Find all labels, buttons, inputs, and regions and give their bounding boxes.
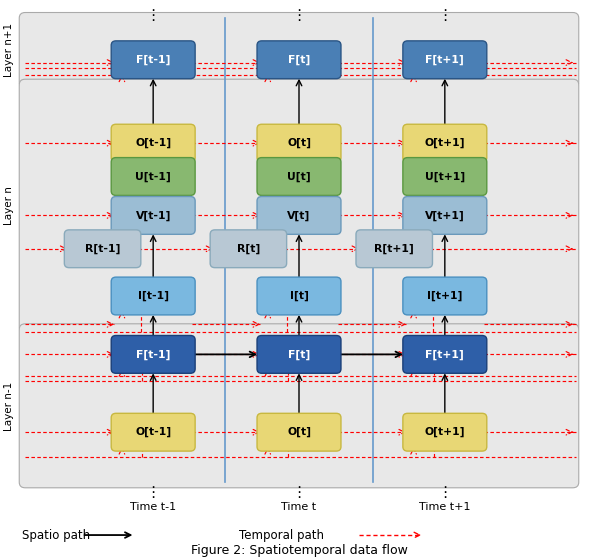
Text: O[t-1]: O[t-1] xyxy=(135,427,171,437)
FancyBboxPatch shape xyxy=(19,324,579,488)
Text: V[t]: V[t] xyxy=(288,210,310,221)
Text: ⋮: ⋮ xyxy=(291,8,307,23)
Text: U[t]: U[t] xyxy=(287,171,311,181)
Text: Temporal path: Temporal path xyxy=(239,529,325,542)
Text: ⋮: ⋮ xyxy=(437,485,453,500)
FancyBboxPatch shape xyxy=(403,41,487,78)
Text: F[t-1]: F[t-1] xyxy=(136,55,170,65)
Text: O[t]: O[t] xyxy=(287,138,311,148)
FancyBboxPatch shape xyxy=(19,12,579,87)
Text: Layer n-1: Layer n-1 xyxy=(4,381,14,431)
Text: R[t]: R[t] xyxy=(237,244,260,254)
Text: Figure 2: Spatiotemporal data flow: Figure 2: Spatiotemporal data flow xyxy=(191,544,407,557)
Text: O[t+1]: O[t+1] xyxy=(425,427,465,437)
Text: F[t]: F[t] xyxy=(288,55,310,65)
Text: Spatio path: Spatio path xyxy=(22,529,90,542)
Text: F[t]: F[t] xyxy=(288,349,310,360)
Text: I[t]: I[t] xyxy=(289,291,309,301)
Text: O[t-1]: O[t-1] xyxy=(135,138,171,148)
FancyBboxPatch shape xyxy=(111,157,195,195)
FancyBboxPatch shape xyxy=(19,79,579,332)
FancyBboxPatch shape xyxy=(403,277,487,315)
Text: V[t+1]: V[t+1] xyxy=(425,210,465,221)
Text: V[t-1]: V[t-1] xyxy=(136,210,171,221)
FancyBboxPatch shape xyxy=(403,124,487,162)
FancyBboxPatch shape xyxy=(111,335,195,374)
Text: U[t-1]: U[t-1] xyxy=(135,171,171,181)
Text: ⋮: ⋮ xyxy=(145,485,161,500)
Text: Time t: Time t xyxy=(282,502,316,512)
Text: O[t]: O[t] xyxy=(287,427,311,437)
FancyBboxPatch shape xyxy=(257,277,341,315)
Text: F[t-1]: F[t-1] xyxy=(136,349,170,360)
Text: I[t+1]: I[t+1] xyxy=(427,291,462,301)
Text: F[t+1]: F[t+1] xyxy=(425,349,464,360)
Text: Layer n: Layer n xyxy=(4,186,14,225)
FancyBboxPatch shape xyxy=(111,277,195,315)
Text: ⋮: ⋮ xyxy=(291,485,307,500)
FancyBboxPatch shape xyxy=(257,413,341,451)
Text: ⋮: ⋮ xyxy=(145,8,161,23)
Text: F[t+1]: F[t+1] xyxy=(425,55,464,65)
Text: U[t+1]: U[t+1] xyxy=(425,171,465,181)
Text: Time t+1: Time t+1 xyxy=(419,502,471,512)
FancyBboxPatch shape xyxy=(257,124,341,162)
Text: R[t+1]: R[t+1] xyxy=(374,244,414,254)
Text: I[t-1]: I[t-1] xyxy=(138,291,169,301)
FancyBboxPatch shape xyxy=(403,157,487,195)
FancyBboxPatch shape xyxy=(403,197,487,234)
FancyBboxPatch shape xyxy=(403,413,487,451)
Text: Time t-1: Time t-1 xyxy=(130,502,176,512)
FancyBboxPatch shape xyxy=(356,230,432,268)
FancyBboxPatch shape xyxy=(65,230,141,268)
FancyBboxPatch shape xyxy=(257,157,341,195)
FancyBboxPatch shape xyxy=(111,197,195,234)
Text: ⋮: ⋮ xyxy=(437,8,453,23)
FancyBboxPatch shape xyxy=(257,197,341,234)
FancyBboxPatch shape xyxy=(403,335,487,374)
Text: O[t+1]: O[t+1] xyxy=(425,138,465,148)
FancyBboxPatch shape xyxy=(257,335,341,374)
Text: Layer n+1: Layer n+1 xyxy=(4,24,14,77)
FancyBboxPatch shape xyxy=(111,41,195,78)
FancyBboxPatch shape xyxy=(111,124,195,162)
FancyBboxPatch shape xyxy=(257,41,341,78)
FancyBboxPatch shape xyxy=(111,413,195,451)
Text: R[t-1]: R[t-1] xyxy=(85,244,120,254)
FancyBboxPatch shape xyxy=(210,230,286,268)
